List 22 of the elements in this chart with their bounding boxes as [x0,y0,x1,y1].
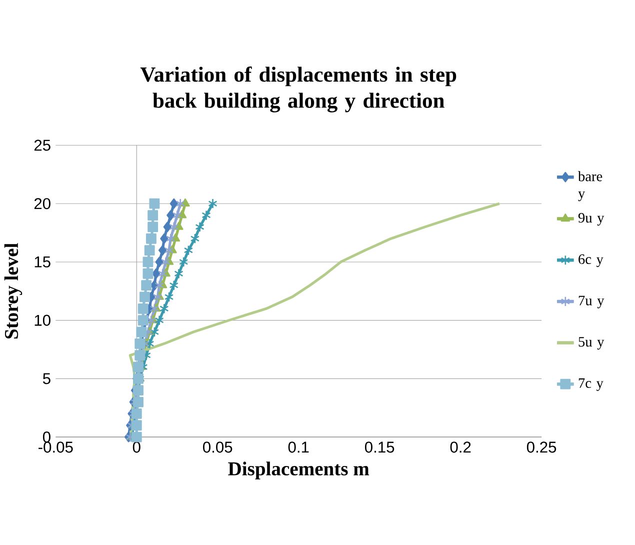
chart-title: Variation of displacements in step back building along y direction [140,66,456,112]
x-tick-label: 0.05 [203,442,232,453]
x-tick-label: 0.15 [364,442,394,453]
y-tick-label: 15 [34,256,50,268]
y-tick-label: 0 [42,431,50,442]
legend-label: 9u y [578,212,604,226]
x-axis-title: Displacements m [228,462,370,480]
x-tick-label: 0 [132,442,140,453]
legend-label: 7c y [578,378,604,391]
x-tick-label: -0.05 [38,442,73,453]
y-tick-label: 5 [42,373,50,384]
y-tick-label: 25 [34,140,50,151]
legend-label: bare y [578,171,602,202]
y-tick-label: 10 [34,314,50,326]
legend-label: 5u y [578,337,604,350]
x-tick-label: 0.1 [288,442,309,453]
legend-label: 7u y [578,296,604,308]
legend-label: 6c y [578,254,604,267]
y-tick-label: 20 [34,198,50,210]
x-tick-label: 0.2 [450,442,471,453]
x-tick-label: 0.25 [526,442,556,453]
y-axis-title: Storey level [4,243,22,338]
